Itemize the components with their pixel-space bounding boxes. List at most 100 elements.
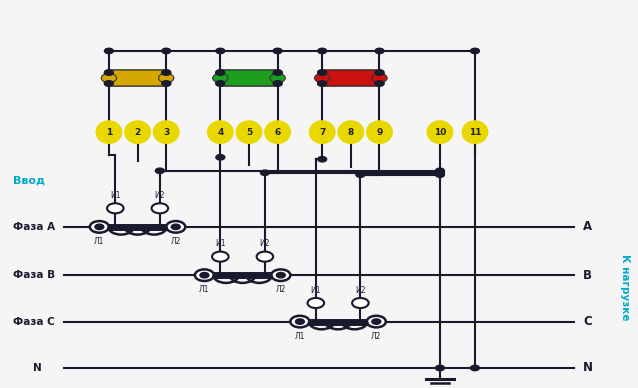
Circle shape <box>436 172 445 177</box>
Text: Л1: Л1 <box>295 332 305 341</box>
Text: 8: 8 <box>348 128 354 137</box>
Text: A: A <box>583 220 592 233</box>
Circle shape <box>436 168 445 173</box>
Text: И2: И2 <box>154 191 165 200</box>
Text: 1: 1 <box>106 128 112 137</box>
Circle shape <box>470 48 479 54</box>
Circle shape <box>315 73 330 83</box>
Circle shape <box>318 70 327 75</box>
Circle shape <box>162 81 171 86</box>
Text: B: B <box>583 268 592 282</box>
Text: К нагрузке: К нагрузке <box>619 253 630 320</box>
Circle shape <box>212 73 228 83</box>
Circle shape <box>105 70 114 75</box>
Ellipse shape <box>265 121 290 143</box>
FancyBboxPatch shape <box>318 70 384 86</box>
Circle shape <box>273 48 282 54</box>
Circle shape <box>318 81 327 86</box>
Ellipse shape <box>207 121 233 143</box>
Text: C: C <box>583 315 592 328</box>
Circle shape <box>216 154 225 160</box>
Text: 10: 10 <box>434 128 446 137</box>
Circle shape <box>216 81 225 86</box>
Circle shape <box>295 319 304 324</box>
Text: 7: 7 <box>319 128 325 137</box>
Circle shape <box>256 251 273 262</box>
Circle shape <box>195 269 214 281</box>
FancyBboxPatch shape <box>216 70 282 86</box>
Text: Л2: Л2 <box>371 332 382 341</box>
Circle shape <box>156 168 165 173</box>
Circle shape <box>90 221 109 233</box>
Circle shape <box>273 70 282 75</box>
Text: N: N <box>33 363 41 373</box>
Ellipse shape <box>367 121 392 143</box>
Circle shape <box>159 73 174 83</box>
Circle shape <box>105 81 114 86</box>
Circle shape <box>367 316 386 327</box>
Circle shape <box>271 269 290 281</box>
Circle shape <box>107 203 124 213</box>
Text: Ввод: Ввод <box>13 175 45 185</box>
Circle shape <box>290 316 309 327</box>
Circle shape <box>436 365 445 371</box>
Text: 4: 4 <box>217 128 223 137</box>
Circle shape <box>352 298 369 308</box>
Circle shape <box>308 298 324 308</box>
Circle shape <box>167 221 185 233</box>
Circle shape <box>216 70 225 75</box>
Circle shape <box>105 48 114 54</box>
Ellipse shape <box>236 121 262 143</box>
Circle shape <box>200 272 209 278</box>
Text: 11: 11 <box>469 128 481 137</box>
Ellipse shape <box>427 121 453 143</box>
Text: 6: 6 <box>274 128 281 137</box>
Text: Л1: Л1 <box>94 237 105 246</box>
Circle shape <box>436 170 445 175</box>
Circle shape <box>356 172 365 177</box>
Circle shape <box>372 319 381 324</box>
Circle shape <box>172 224 180 230</box>
FancyBboxPatch shape <box>105 70 171 86</box>
Circle shape <box>212 251 228 262</box>
Circle shape <box>375 81 384 86</box>
Circle shape <box>273 81 282 86</box>
Text: И2: И2 <box>355 286 366 294</box>
Text: Л2: Л2 <box>276 285 286 294</box>
Text: Фаза A: Фаза A <box>13 222 56 232</box>
Ellipse shape <box>125 121 151 143</box>
Circle shape <box>318 156 327 162</box>
Circle shape <box>152 203 168 213</box>
Circle shape <box>260 170 269 175</box>
Text: Фаза C: Фаза C <box>13 317 55 327</box>
Circle shape <box>276 272 285 278</box>
Ellipse shape <box>338 121 364 143</box>
Circle shape <box>470 365 479 371</box>
Text: И2: И2 <box>260 239 270 248</box>
Ellipse shape <box>96 121 122 143</box>
Text: 2: 2 <box>135 128 141 137</box>
Text: И1: И1 <box>311 286 321 294</box>
Circle shape <box>216 48 225 54</box>
Text: 9: 9 <box>376 128 383 137</box>
Circle shape <box>318 48 327 54</box>
Circle shape <box>372 73 387 83</box>
Circle shape <box>162 48 171 54</box>
Text: Л1: Л1 <box>199 285 210 294</box>
Ellipse shape <box>154 121 179 143</box>
Circle shape <box>375 48 384 54</box>
Text: 3: 3 <box>163 128 169 137</box>
Text: И1: И1 <box>110 191 121 200</box>
Text: Фаза B: Фаза B <box>13 270 56 280</box>
Circle shape <box>270 73 285 83</box>
Circle shape <box>95 224 104 230</box>
Text: N: N <box>583 362 593 374</box>
Ellipse shape <box>463 121 487 143</box>
Circle shape <box>162 70 171 75</box>
Text: И1: И1 <box>215 239 226 248</box>
Circle shape <box>375 70 384 75</box>
Ellipse shape <box>309 121 335 143</box>
Text: 5: 5 <box>246 128 252 137</box>
Text: Л2: Л2 <box>170 237 181 246</box>
Circle shape <box>101 73 117 83</box>
